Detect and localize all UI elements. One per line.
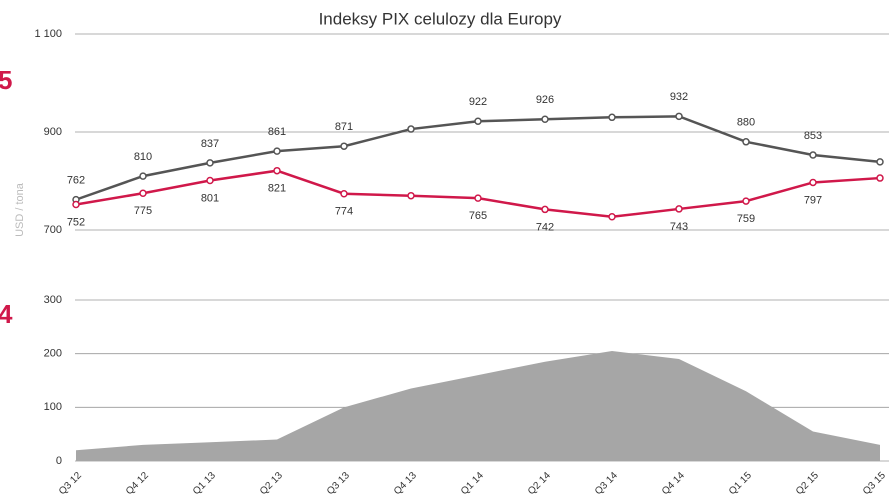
y-tick-label: 700 [44,224,62,236]
data-label: 774 [335,206,353,218]
marker [273,147,281,155]
data-label: 821 [268,183,286,195]
x-tick-label: Q2 15 [794,470,821,497]
chart-title: Indeksy PIX celulozy dla Europy [319,9,562,28]
marker [809,151,817,159]
x-tick-label: Q1 13 [191,470,218,497]
x-tick-label: Q1 15 [727,470,754,497]
data-label: 762 [67,175,85,187]
marker [809,178,817,187]
marker [474,117,482,125]
y-tick-label: 100 [44,401,62,413]
y-tick-label: 300 [44,294,62,306]
data-label: 742 [536,221,554,233]
marker [206,176,214,185]
data-label: 743 [670,221,688,233]
area [76,350,880,461]
marker [541,115,549,124]
y-axis-label: USD / tona [14,182,26,237]
y-tick-label: 0 [56,455,62,467]
marker [407,191,415,200]
data-label: 926 [536,94,554,106]
data-label: 810 [134,151,152,163]
x-tick-label: Q1 14 [459,470,486,497]
marker [608,113,616,122]
x-tick-label: Q3 12 [57,470,84,497]
marker [72,200,80,209]
x-tick-label: Q4 14 [660,470,687,497]
data-label: 880 [737,117,755,129]
data-label: 922 [469,96,487,108]
x-tick-label: Q3 13 [325,470,352,497]
x-tick-label: Q2 14 [526,470,553,497]
marker [541,205,549,214]
marker [340,142,348,150]
data-label: 765 [469,210,487,222]
x-tick-label: Q3 14 [593,470,620,497]
data-label: 797 [804,194,822,206]
marker [608,213,616,221]
data-label: 752 [67,216,85,228]
data-label: 759 [737,213,755,225]
marker [474,194,482,202]
marker [675,112,683,121]
data-label: 932 [670,91,688,103]
data-label: 837 [201,138,219,150]
marker [273,166,281,175]
data-label: 853 [804,130,822,142]
marker [206,159,214,167]
marker [742,197,750,205]
y-tick-label: 200 [44,348,62,360]
x-tick-label: Q3 15 [861,470,888,497]
line [75,115,881,201]
marker [742,138,750,146]
y-tick-label: 900 [44,126,62,138]
x-tick-label: Q4 13 [392,470,419,497]
marker [407,125,415,133]
marker [139,189,147,197]
marker [876,174,884,182]
annotation: 5 [0,65,12,95]
data-label: 861 [268,126,286,138]
y-tick-label: 1 100 [34,28,62,40]
data-label: 775 [134,205,152,217]
marker [675,205,683,213]
annotation: 4 [0,299,13,329]
data-label: 801 [201,192,219,204]
marker [340,189,348,198]
data-label: 871 [335,121,353,133]
x-tick-label: Q4 12 [124,470,151,497]
marker [139,172,147,180]
marker [876,158,884,166]
x-tick-label: Q2 13 [258,470,285,497]
